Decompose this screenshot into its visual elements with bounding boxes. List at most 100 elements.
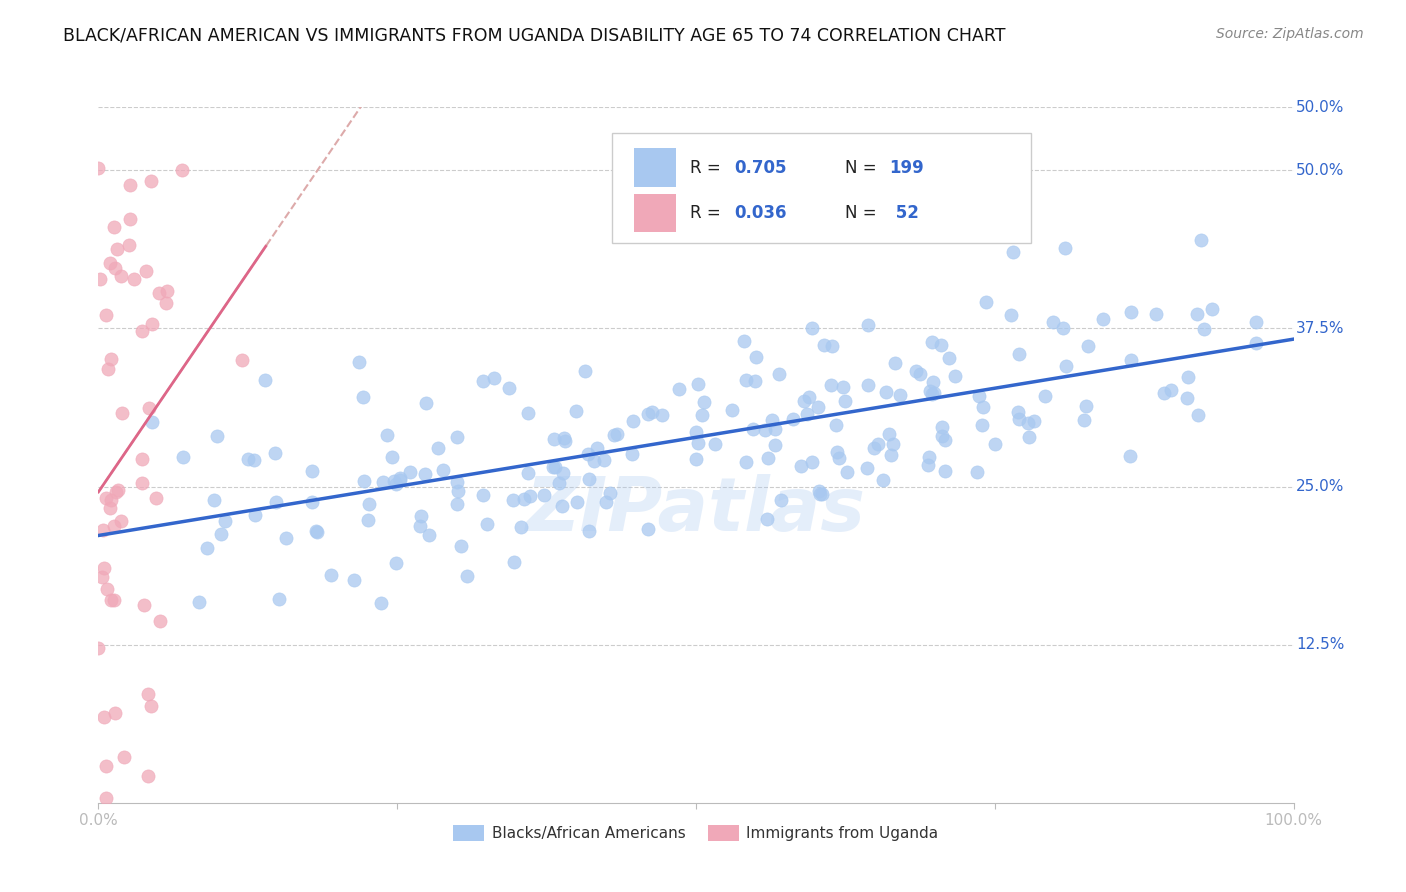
Point [866, 436, 889, 450]
Text: 52: 52 [890, 203, 918, 222]
Point [301, 464, 323, 478]
Point [502, 555, 524, 569]
Point [831, 380, 853, 394]
Point [921, 386, 943, 401]
Point [145, 491, 167, 505]
Point [550, 499, 572, 513]
Point [578, 472, 600, 486]
Point [93, 561, 115, 575]
Point [409, 519, 432, 533]
Point [187, 595, 209, 609]
Point [519, 489, 541, 503]
Point [1077, 339, 1099, 353]
Point [156, 284, 179, 298]
Point [103, 592, 125, 607]
Point [547, 476, 569, 491]
Point [1144, 307, 1167, 321]
Point [477, 517, 499, 532]
Point [668, 382, 690, 396]
Point [381, 450, 404, 464]
Point [931, 419, 953, 434]
Point [554, 434, 576, 449]
Point [763, 438, 786, 452]
Point [793, 393, 815, 408]
Point [118, 212, 141, 227]
Point [91, 570, 114, 584]
Point [533, 488, 555, 502]
Point [721, 402, 744, 417]
Text: 50.0%: 50.0% [1296, 163, 1344, 178]
Point [482, 371, 505, 385]
Point [131, 324, 153, 338]
Point [253, 373, 276, 387]
Point [856, 378, 879, 392]
Point [242, 453, 264, 467]
Point [347, 354, 370, 368]
Point [943, 369, 966, 384]
Point [972, 400, 994, 414]
Point [733, 334, 755, 349]
Point [399, 465, 422, 479]
Point [238, 451, 260, 466]
Point [389, 474, 412, 488]
Point [621, 414, 644, 428]
Point [446, 475, 468, 489]
Point [107, 483, 129, 497]
Point [620, 447, 643, 461]
Point [446, 429, 468, 443]
Point [796, 407, 818, 421]
Point [688, 377, 710, 392]
Point [141, 415, 163, 429]
Point [813, 338, 835, 352]
Point [744, 374, 766, 388]
Point [87, 161, 110, 175]
Point [606, 426, 628, 441]
Point [352, 390, 374, 404]
Text: Source: ZipAtlas.com: Source: ZipAtlas.com [1216, 27, 1364, 41]
Text: 12.5%: 12.5% [1296, 637, 1344, 652]
Text: N =: N = [845, 203, 882, 222]
Point [821, 339, 844, 353]
Point [1153, 385, 1175, 400]
Point [104, 261, 127, 276]
Legend: Blacks/African Americans, Immigrants from Uganda: Blacks/African Americans, Immigrants fro… [447, 819, 945, 847]
Point [1017, 416, 1039, 430]
Point [1187, 307, 1209, 321]
Point [1244, 315, 1267, 329]
Point [807, 400, 830, 414]
Point [651, 408, 673, 422]
Text: ZIPatlas: ZIPatlas [526, 474, 866, 547]
Point [863, 441, 886, 455]
Point [110, 515, 132, 529]
Point [742, 422, 765, 436]
Point [498, 381, 520, 395]
Point [745, 350, 768, 364]
Point [922, 385, 945, 400]
Point [1187, 408, 1209, 422]
Point [446, 497, 468, 511]
Point [922, 375, 945, 389]
Point [966, 466, 988, 480]
Point [637, 522, 659, 536]
Point [512, 492, 534, 507]
Point [357, 497, 380, 511]
Point [1042, 315, 1064, 329]
Point [264, 495, 287, 509]
Point [418, 528, 440, 542]
Point [904, 364, 927, 378]
Point [735, 455, 758, 469]
Point [110, 269, 132, 284]
Point [305, 524, 328, 539]
Text: 0.036: 0.036 [734, 203, 787, 222]
Point [214, 514, 236, 528]
Point [807, 483, 830, 498]
Point [544, 459, 567, 474]
Point [516, 466, 538, 480]
Point [761, 413, 783, 427]
Point [1189, 233, 1212, 247]
Point [641, 404, 664, 418]
Text: 199: 199 [890, 159, 924, 177]
Point [835, 465, 858, 479]
Point [389, 471, 412, 485]
Point [880, 449, 903, 463]
